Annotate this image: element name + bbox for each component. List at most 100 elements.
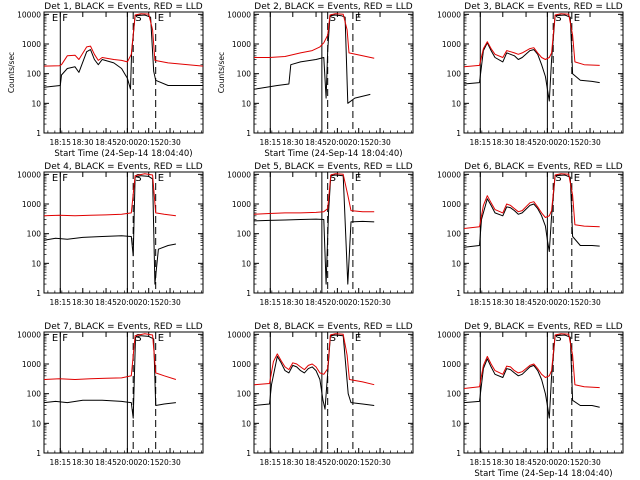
y-tick-label: 1000 — [442, 200, 461, 209]
x-tick-label: 20:30 — [159, 298, 181, 307]
event-marker-label: E — [158, 173, 164, 184]
plot-frame — [43, 171, 204, 294]
plot-frame — [463, 171, 624, 294]
chart-title: Det 4, BLACK = Events, RED = LLD — [44, 162, 203, 172]
y-tick-label: 100 — [27, 230, 42, 239]
x-tick-label: 18:15 — [469, 458, 491, 467]
x-tick-label: 18:30 — [492, 138, 514, 147]
y-tick-label: 100 — [27, 390, 42, 399]
y-tick-label: 100 — [237, 70, 252, 79]
y-tick-label: 10 — [451, 259, 461, 268]
x-tick-label: 18:30 — [282, 138, 304, 147]
event-marker-label: E — [52, 173, 58, 184]
series-events-line — [463, 174, 600, 252]
chart-panel-5: 1 10 100 1000 10000 18:15 18:30 18:45 20:00 20:15… — [227, 162, 414, 307]
series-events-line — [253, 174, 375, 285]
event-marker-label: E — [355, 333, 361, 344]
event-marker-label: S — [330, 173, 336, 184]
x-tick-label: 18:45 — [515, 138, 537, 147]
y-tick-label: 1 — [36, 289, 41, 298]
y-tick-label: 1000 — [232, 360, 251, 369]
event-marker-label: F — [62, 333, 68, 344]
x-tick-label: 18:45 — [95, 298, 117, 307]
y-tick-label: 100 — [237, 230, 252, 239]
x-tick-label: 20:15 — [348, 138, 370, 147]
plot-frame — [253, 171, 414, 294]
event-marker-label: S — [330, 333, 336, 344]
x-tick-label: 20:30 — [369, 298, 391, 307]
y-tick-label: 1 — [36, 129, 41, 138]
x-tick-label: 18:15 — [259, 138, 281, 147]
x-tick-label: 20:30 — [579, 298, 601, 307]
x-tick-label: 18:15 — [469, 298, 491, 307]
event-marker-label: E — [355, 173, 361, 184]
x-tick-label: 20:00 — [117, 138, 139, 147]
event-marker-label: F — [62, 13, 68, 24]
chart-title: Det 8, BLACK = Events, RED = LLD — [254, 322, 413, 332]
event-marker-label: E — [355, 13, 361, 24]
event-marker-label: F — [62, 173, 68, 184]
x-tick-label: 20:30 — [159, 458, 181, 467]
y-tick-label: 100 — [27, 70, 42, 79]
y-tick-label: 10000 — [17, 330, 41, 339]
y-tick-label: 10 — [241, 419, 251, 428]
y-axis-label: Counts/sec — [217, 52, 226, 93]
y-tick-label: 10000 — [437, 330, 461, 339]
series-events-line — [463, 334, 600, 419]
y-tick-label: 10000 — [437, 10, 461, 19]
x-tick-label: 18:45 — [305, 298, 327, 307]
x-tick-label: 18:15 — [259, 298, 281, 307]
y-tick-label: 1000 — [22, 40, 41, 49]
y-tick-label: 1 — [246, 289, 251, 298]
y-tick-label: 100 — [237, 390, 252, 399]
y-tick-label: 10000 — [17, 170, 41, 179]
series-events-line — [43, 175, 176, 285]
y-tick-label: 10000 — [437, 170, 461, 179]
event-marker-label: S — [330, 13, 336, 24]
x-tick-label: 20:30 — [369, 138, 391, 147]
series-lld-line — [463, 13, 600, 68]
chart-title: Det 7, BLACK = Events, RED = LLD — [44, 322, 203, 332]
x-tick-label: 18:15 — [49, 458, 71, 467]
event-marker-label: S — [555, 333, 561, 344]
chart-panel-3: 1 10 100 1000 10000 18:15 18:30 18:45 20:00 20:15… — [437, 2, 624, 147]
plot-frame — [253, 331, 414, 454]
y-tick-label: 10000 — [17, 10, 41, 19]
series-lld-line — [253, 333, 375, 386]
x-tick-label: 20:30 — [579, 458, 601, 467]
series-events-line — [43, 14, 203, 90]
chart-panel-4: 1 10 100 1000 10000 18:15 18:30 18:45 20:00 20:15… — [17, 162, 204, 307]
y-tick-label: 10000 — [227, 330, 251, 339]
x-tick-label: 20:30 — [159, 138, 181, 147]
x-tick-label: 18:15 — [49, 138, 71, 147]
x-tick-label: 18:45 — [95, 458, 117, 467]
event-marker-label: E — [52, 333, 58, 344]
event-marker-label: E — [574, 13, 580, 24]
series-events-line — [43, 335, 176, 419]
y-tick-label: 10 — [451, 419, 461, 428]
y-tick-label: 1000 — [232, 200, 251, 209]
series-lld-line — [254, 13, 375, 59]
x-tick-label: 18:30 — [282, 298, 304, 307]
y-tick-label: 100 — [447, 230, 462, 239]
x-tick-label: 20:00 — [537, 138, 559, 147]
x-tick-label: 18:30 — [492, 458, 514, 467]
x-tick-label: 18:30 — [492, 298, 514, 307]
chart-panel-6: 1 10 100 1000 10000 18:15 18:30 18:45 20:00 20:15… — [437, 162, 624, 307]
event-marker-label: E — [52, 13, 58, 24]
y-tick-label: 100 — [447, 70, 462, 79]
y-tick-label: 10 — [31, 259, 41, 268]
x-tick-label: 20:30 — [369, 458, 391, 467]
x-tick-label: 20:00 — [117, 458, 139, 467]
x-tick-label: 18:45 — [305, 138, 327, 147]
chart-panel-8: 1 10 100 1000 10000 18:15 18:30 18:45 20:00 20:15… — [227, 322, 414, 467]
series-lld-line — [43, 13, 204, 67]
x-tick-label: 20:15 — [558, 298, 580, 307]
event-marker-label: S — [135, 333, 141, 344]
chart-panel-7: 1 10 100 1000 10000 18:15 18:30 18:45 20:00 20:15… — [17, 322, 204, 467]
y-tick-label: 10 — [31, 419, 41, 428]
event-marker-label: E — [574, 173, 580, 184]
x-tick-label: 18:30 — [72, 298, 94, 307]
series-lld-line — [463, 173, 600, 229]
event-marker-label: E — [574, 333, 580, 344]
